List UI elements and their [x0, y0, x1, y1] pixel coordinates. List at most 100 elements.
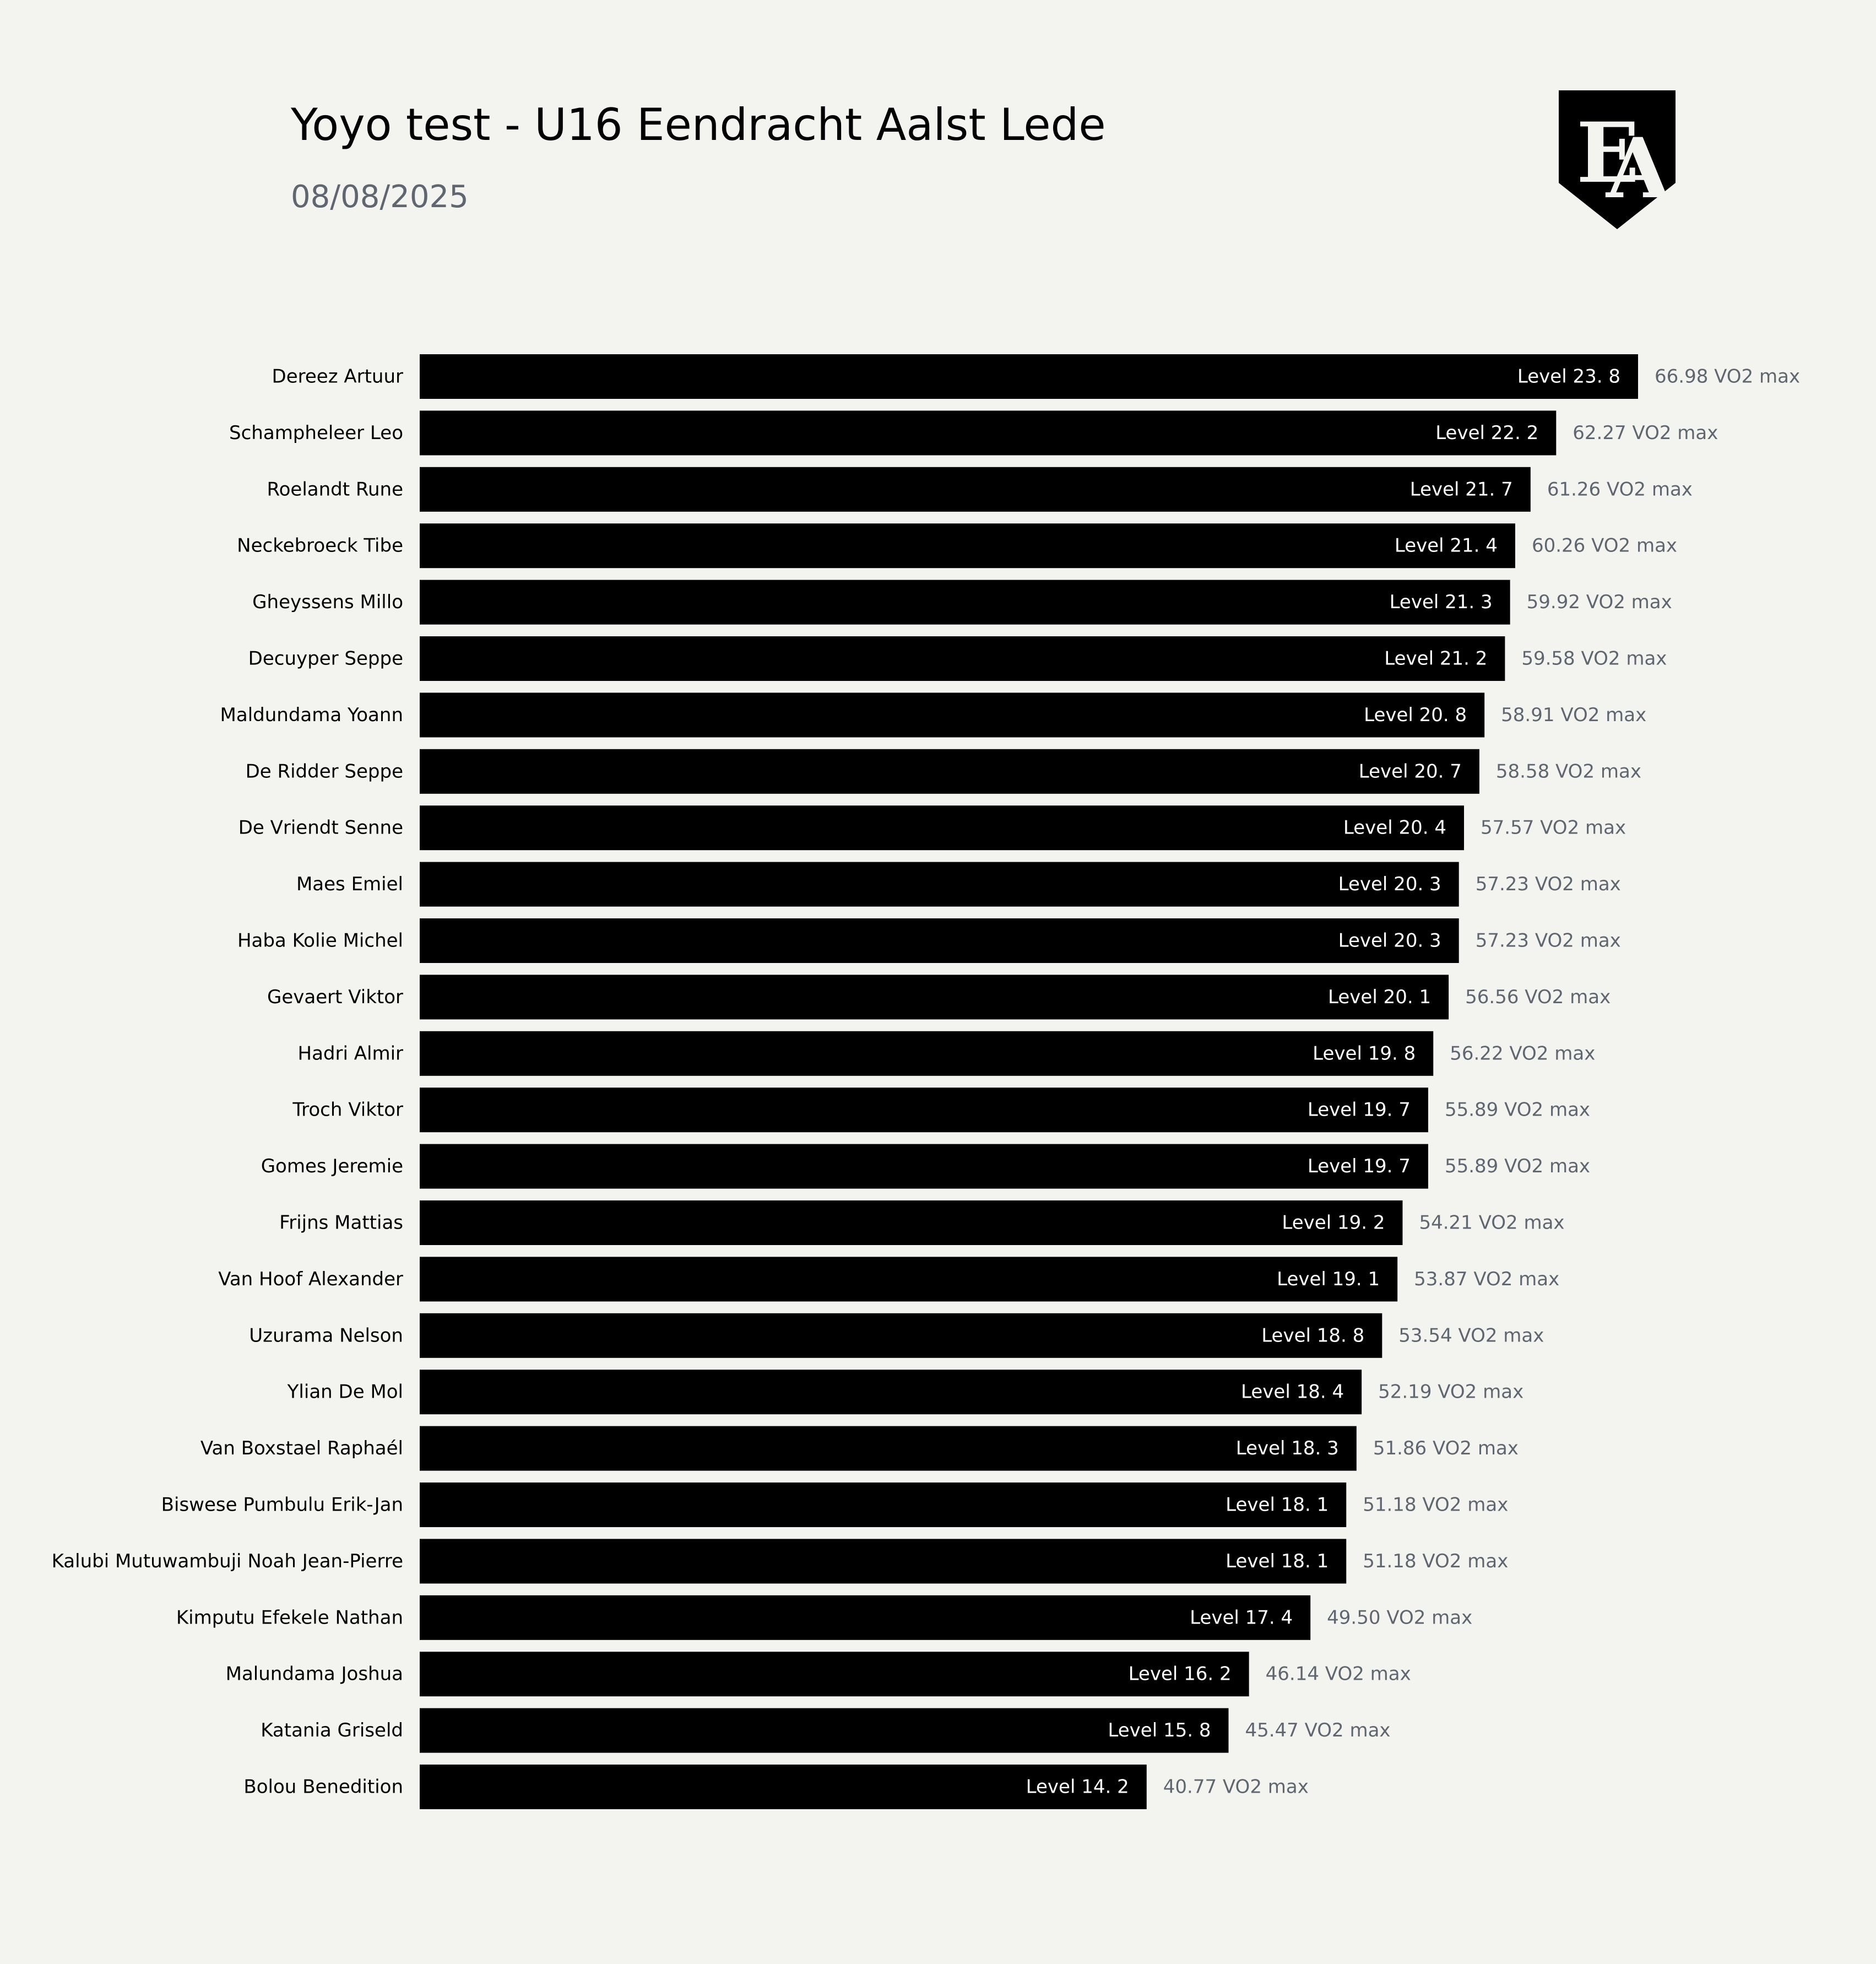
bar: [420, 975, 1449, 1020]
bar-level-label: Level 20. 4: [1343, 817, 1446, 839]
vo2max-label: 62.27 VO2 max: [1573, 422, 1718, 444]
category-label: Decuyper Seppe: [248, 648, 403, 670]
bar: [420, 1595, 1311, 1640]
svg-text:E: E: [1576, 105, 1639, 202]
category-label: Gevaert Viktor: [267, 986, 403, 1008]
bar-level-label: Level 14. 2: [1026, 1776, 1129, 1798]
vo2max-label: 49.50 VO2 max: [1327, 1606, 1472, 1628]
bar: [420, 1257, 1398, 1302]
category-label: Gheyssens Millo: [252, 591, 403, 613]
club-logo-icon: E A: [1558, 89, 1677, 230]
vo2max-label: 58.58 VO2 max: [1496, 760, 1641, 782]
bar: [420, 354, 1638, 399]
bar-level-label: Level 20. 8: [1364, 704, 1467, 726]
category-label: Haba Kolie Michel: [237, 930, 403, 952]
category-label: Roelandt Rune: [267, 478, 403, 500]
bar-level-label: Level 19. 1: [1277, 1268, 1380, 1290]
category-label: Maes Emiel: [296, 873, 403, 895]
category-label: Schampheleer Leo: [229, 422, 403, 444]
bar-level-label: Level 19. 7: [1308, 1155, 1411, 1177]
bar: [420, 467, 1531, 512]
category-label: Maldundama Yoann: [220, 704, 403, 726]
bar-level-label: Level 18. 1: [1226, 1494, 1329, 1516]
category-label: Katania Griseld: [261, 1719, 403, 1741]
bar-level-label: Level 16. 2: [1129, 1663, 1232, 1685]
bar: [420, 1708, 1229, 1753]
bar: [420, 1144, 1428, 1189]
bar: [420, 805, 1464, 851]
vo2max-label: 53.87 VO2 max: [1414, 1268, 1559, 1290]
vo2max-label: 46.14 VO2 max: [1266, 1663, 1411, 1685]
bar: [420, 1483, 1347, 1527]
category-label: Bolou Benedition: [243, 1776, 403, 1798]
vo2max-label: 66.98 VO2 max: [1655, 366, 1800, 388]
vo2max-label: 59.92 VO2 max: [1527, 591, 1672, 613]
category-label: Neckebroeck Tibe: [237, 535, 403, 557]
category-label: De Ridder Seppe: [246, 760, 403, 782]
bar: [420, 1370, 1362, 1415]
vo2max-label: 55.89 VO2 max: [1445, 1099, 1590, 1121]
bar: [420, 862, 1459, 907]
bar-level-label: Level 19. 8: [1313, 1042, 1416, 1064]
bar-level-label: Level 20. 1: [1328, 986, 1431, 1008]
bar-level-label: Level 21. 2: [1384, 648, 1487, 670]
vo2max-label: 60.26 VO2 max: [1532, 535, 1677, 557]
vo2max-label: 51.86 VO2 max: [1373, 1437, 1519, 1459]
bar-level-label: Level 22. 2: [1435, 422, 1538, 444]
vo2max-label: 40.77 VO2 max: [1163, 1776, 1309, 1798]
vo2max-label: 57.57 VO2 max: [1481, 817, 1626, 839]
category-label: Van Hoof Alexander: [218, 1268, 403, 1290]
bar-level-label: Level 18. 8: [1261, 1324, 1364, 1346]
vo2max-label: 54.21 VO2 max: [1419, 1212, 1564, 1234]
vo2max-label: 51.18 VO2 max: [1363, 1550, 1508, 1572]
bar-level-label: Level 18. 1: [1226, 1550, 1329, 1572]
bar: [420, 523, 1515, 569]
bar: [420, 1652, 1249, 1697]
category-label: Malundama Joshua: [226, 1663, 403, 1685]
category-label: Hadri Almir: [298, 1042, 403, 1064]
vo2max-label: 58.91 VO2 max: [1501, 704, 1646, 726]
vo2max-label: 56.56 VO2 max: [1465, 986, 1611, 1008]
category-label: Biswese Pumbulu Erik-Jan: [161, 1494, 403, 1516]
bar-level-label: Level 15. 8: [1108, 1719, 1211, 1741]
vo2max-label: 61.26 VO2 max: [1547, 478, 1693, 500]
vo2max-label: 52.19 VO2 max: [1378, 1381, 1523, 1403]
bar-level-label: Level 17. 4: [1190, 1606, 1293, 1628]
category-label: Van Boxstael Raphaél: [200, 1437, 403, 1459]
vo2max-label: 55.89 VO2 max: [1445, 1155, 1590, 1177]
bar: [420, 1200, 1403, 1245]
category-label: De Vriendt Senne: [238, 817, 403, 839]
vo2max-label: 45.47 VO2 max: [1245, 1719, 1390, 1741]
bar: [420, 1031, 1434, 1076]
category-label: Troch Viktor: [292, 1099, 403, 1121]
vo2max-label: 57.23 VO2 max: [1476, 930, 1621, 952]
bar-level-label: Level 23. 8: [1517, 366, 1620, 388]
bar: [420, 749, 1479, 794]
bar-level-label: Level 20. 3: [1338, 873, 1441, 895]
vo2max-label: 57.23 VO2 max: [1476, 873, 1621, 895]
vo2max-label: 51.18 VO2 max: [1363, 1494, 1508, 1516]
bar-level-label: Level 21. 3: [1390, 591, 1493, 613]
bar: [420, 580, 1510, 625]
bar: [420, 1765, 1147, 1809]
vo2max-label: 59.58 VO2 max: [1521, 648, 1667, 670]
bar: [420, 692, 1485, 738]
chart-title: Yoyo test - U16 Eendracht Aalst Lede: [291, 99, 1106, 150]
bar: [420, 1426, 1357, 1471]
bar-level-label: Level 18. 3: [1236, 1437, 1339, 1459]
bar-level-label: Level 20. 7: [1359, 760, 1462, 782]
bar-level-label: Level 19. 2: [1282, 1212, 1385, 1234]
bar: [420, 1539, 1347, 1584]
category-label: Kimputu Efekele Nathan: [176, 1606, 403, 1628]
category-label: Kalubi Mutuwambuji Noah Jean-Pierre: [52, 1550, 403, 1572]
bar: [420, 410, 1557, 456]
category-label: Uzurama Nelson: [249, 1324, 403, 1346]
svg-text:A: A: [1605, 120, 1672, 217]
vo2max-label: 56.22 VO2 max: [1450, 1042, 1595, 1064]
bar: [420, 636, 1505, 681]
bar: [420, 918, 1459, 963]
category-label: Ylian De Mol: [287, 1381, 403, 1403]
bar-level-label: Level 20. 3: [1338, 930, 1441, 952]
chart-date: 08/08/2025: [291, 179, 469, 215]
bar-level-label: Level 19. 7: [1308, 1099, 1411, 1121]
